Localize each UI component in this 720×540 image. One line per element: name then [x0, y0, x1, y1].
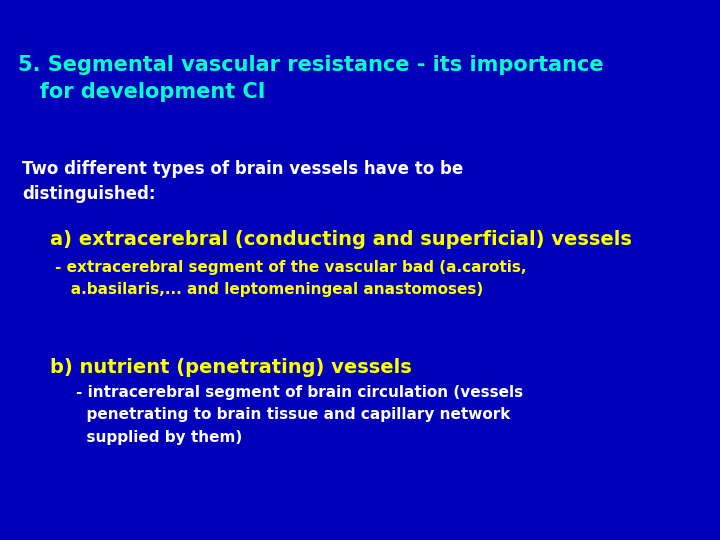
Text: Two different types of brain vessels have to be: Two different types of brain vessels hav…: [22, 160, 463, 178]
Text: - extracerebral segment of the vascular bad (a.carotis,: - extracerebral segment of the vascular …: [55, 260, 526, 275]
Text: b) nutrient (penetrating) vessels: b) nutrient (penetrating) vessels: [50, 358, 412, 377]
Text: - intracerebral segment of brain circulation (vessels: - intracerebral segment of brain circula…: [55, 385, 523, 400]
Text: 5. Segmental vascular resistance - its importance: 5. Segmental vascular resistance - its i…: [18, 55, 603, 75]
Text: a) extracerebral (conducting and superficial) vessels: a) extracerebral (conducting and superfi…: [50, 230, 632, 249]
Text: a.basilaris,... and leptomeningeal anastomoses): a.basilaris,... and leptomeningeal anast…: [55, 282, 483, 297]
Text: penetrating to brain tissue and capillary network: penetrating to brain tissue and capillar…: [55, 407, 510, 422]
Text: distinguished:: distinguished:: [22, 185, 156, 203]
Text: for development CI: for development CI: [18, 82, 266, 102]
Text: supplied by them): supplied by them): [55, 430, 242, 445]
